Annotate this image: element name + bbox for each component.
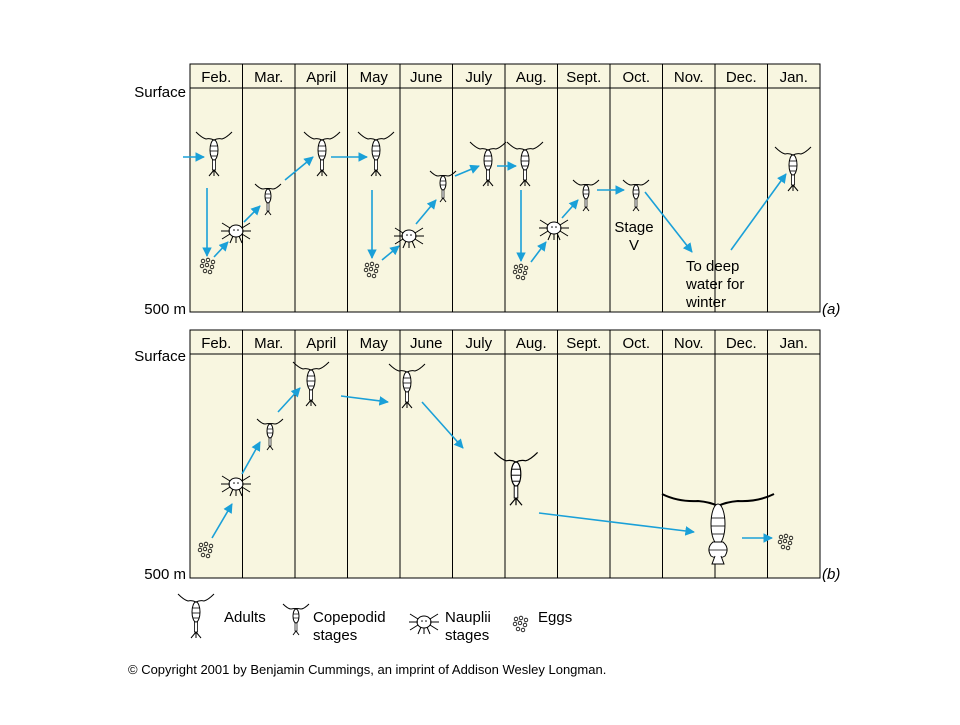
panel-a-month-label: Aug. bbox=[516, 69, 547, 86]
panel-a-arrow-aug-to-sept bbox=[561, 199, 579, 219]
panel-a-month-label: Nov. bbox=[674, 69, 704, 86]
legend-adult-icon bbox=[177, 593, 215, 639]
panel-a-month-label: Oct. bbox=[622, 69, 650, 86]
panel-a-depth-label: 500 m bbox=[144, 301, 186, 318]
panel-a-month-label: July bbox=[465, 69, 492, 86]
legend-eggs-label: Eggs bbox=[538, 609, 572, 626]
panel-a-month-label: June bbox=[410, 69, 443, 86]
panel-a-surface-label: Surface bbox=[134, 84, 186, 101]
panel-b-month-label: Nov. bbox=[674, 335, 704, 352]
panel-a-month-label: Jan. bbox=[780, 69, 808, 86]
panel-a-month-labels: Feb. Mar. April May June July Aug. Sept. Oct. Nov… bbox=[201, 69, 808, 86]
legend-copepodid-label-line2: stages bbox=[313, 627, 357, 644]
panel-b-arrow-aug-to-nov bbox=[538, 512, 695, 536]
panel-b-tag: (b) bbox=[822, 566, 840, 583]
panel-b-month-label: April bbox=[306, 335, 336, 352]
panel-a-month-label: Feb. bbox=[201, 69, 231, 86]
panel-b-arrow-june-to-aug bbox=[421, 401, 464, 449]
panel-b-arrow-nauplius-to-copepodid bbox=[241, 441, 261, 475]
legend-copepodid-label-line1: Copepodid bbox=[313, 609, 386, 626]
panel-b-month-label: Sept. bbox=[566, 335, 601, 352]
legend-copepodid-icon bbox=[282, 603, 310, 636]
panel-b-month-label: Aug. bbox=[516, 335, 547, 352]
panel-b-month-label: Feb. bbox=[201, 335, 231, 352]
panel-b-month-labels: Feb. Mar. April May June July Aug. Sept. Oct. Nov… bbox=[201, 335, 808, 352]
panel-a-arrow-eggs-to-nauplius bbox=[213, 241, 229, 258]
panel-a-arrow-eggs-to-nauplius-june bbox=[381, 245, 400, 261]
panel-a-arrow-june-to-july bbox=[454, 164, 480, 177]
panel-a-winter-line1: To deep bbox=[686, 258, 739, 275]
panel-b-depth-label: 500 m bbox=[144, 566, 186, 583]
legend-nauplii-label-line1: Nauplii bbox=[445, 609, 491, 626]
panel-b-arrows bbox=[211, 387, 773, 543]
panel-b-month-label: Dec. bbox=[726, 335, 757, 352]
panel-a-month-label: Mar. bbox=[254, 69, 283, 86]
panel-b: Feb. Mar. April May June July Aug. Sept. Oct. Nov… bbox=[134, 329, 840, 583]
panel-a-arrow-return-jan bbox=[730, 173, 787, 251]
legend: Adults Copepodid stages Nauplii stages E… bbox=[177, 593, 572, 644]
panel-a-arrow-eggs-to-nauplius-aug bbox=[530, 241, 547, 263]
panel-b-month-label: July bbox=[465, 335, 492, 352]
panel-b-month-label: June bbox=[410, 335, 443, 352]
panel-a-tag: (a) bbox=[822, 301, 840, 318]
legend-adults-label: Adults bbox=[224, 609, 266, 626]
panel-a-month-label: Sept. bbox=[566, 69, 601, 86]
panel-a-arrow-nauplius-to-copepodid bbox=[243, 205, 261, 223]
panel-a-stage-label-line2: V bbox=[629, 237, 639, 254]
copyright-footer: © Copyright 2001 by Benjamin Cummings, a… bbox=[128, 662, 607, 677]
panel-b-month-dividers bbox=[242, 330, 768, 578]
legend-nauplius-icon bbox=[408, 613, 440, 635]
panel-a-winter-line2: water for bbox=[685, 276, 744, 293]
panel-b-month-label: Oct. bbox=[622, 335, 650, 352]
panel-b-arrow-eggs-to-nauplius bbox=[211, 503, 233, 539]
panel-b-arrow-mar-to-april bbox=[277, 387, 301, 413]
panel-b-surface-label: Surface bbox=[134, 348, 186, 365]
panel-a-winter-line3: winter bbox=[685, 294, 726, 311]
panel-b-month-label: Jan. bbox=[780, 335, 808, 352]
panel-b-month-label: May bbox=[360, 335, 389, 352]
panel-a-month-label: Dec. bbox=[726, 69, 757, 86]
panel-a-arrows bbox=[183, 152, 787, 263]
legend-eggs-icon bbox=[512, 615, 529, 633]
panel-a: Feb. Mar. April May June July Aug. Sept. Oct. Nov… bbox=[134, 63, 840, 318]
panel-a-arrow-to-deep-water bbox=[644, 191, 693, 253]
panel-b-arrow-april-to-june bbox=[340, 395, 389, 406]
panel-b-month-label: Mar. bbox=[254, 335, 283, 352]
legend-nauplii-label-line2: stages bbox=[445, 627, 489, 644]
panel-a-month-dividers bbox=[242, 64, 768, 312]
panel-a-month-label: April bbox=[306, 69, 336, 86]
panel-a-stage-label-line1: Stage bbox=[614, 219, 653, 236]
panel-a-month-label: May bbox=[360, 69, 389, 86]
panel-a-arrow-june-up bbox=[415, 199, 437, 225]
panel-a-arrow-mar-to-april bbox=[284, 156, 314, 181]
